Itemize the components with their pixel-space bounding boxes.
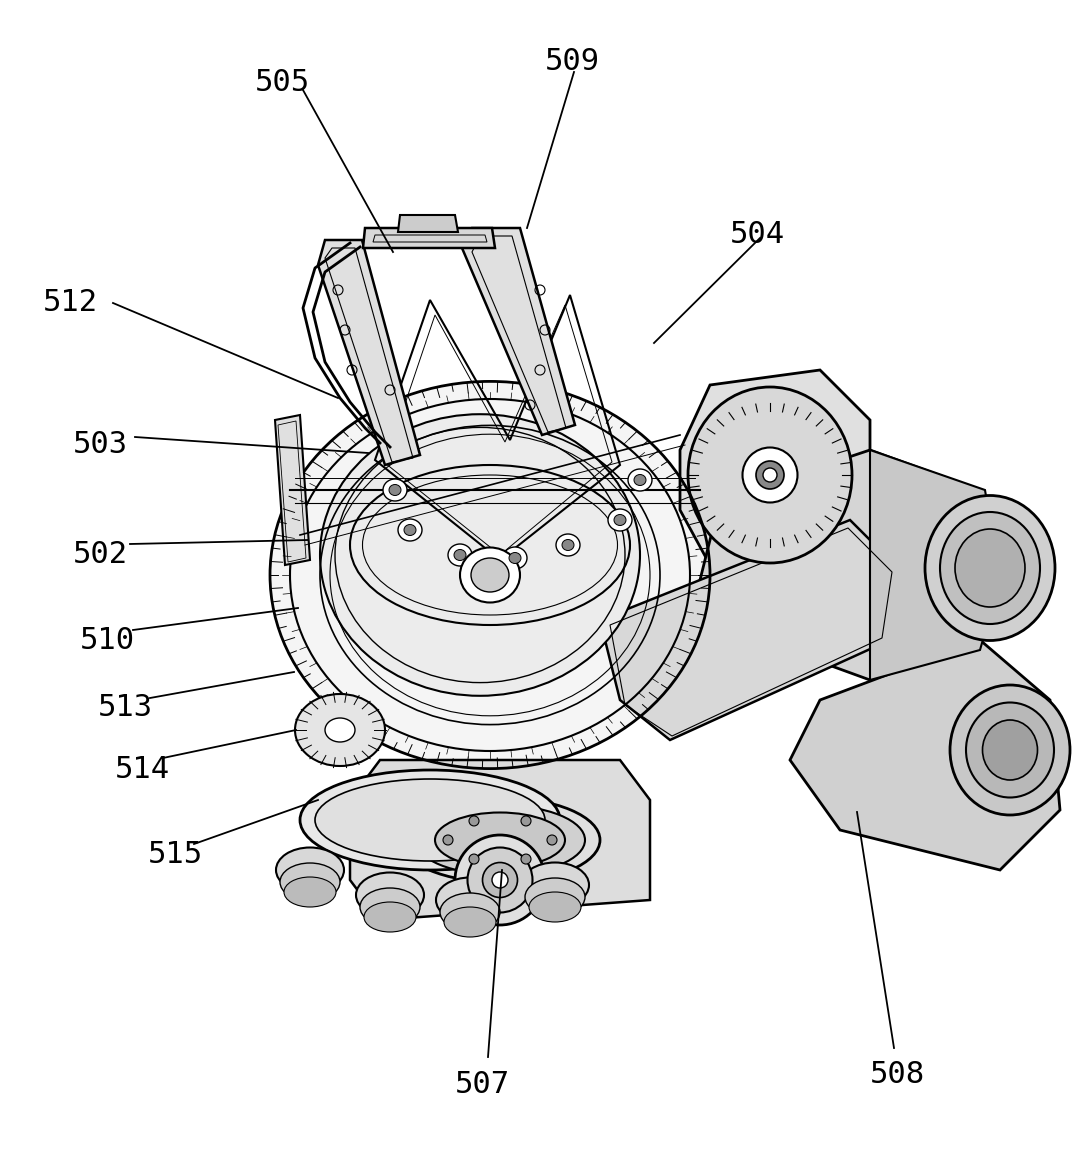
Ellipse shape (556, 535, 580, 556)
Ellipse shape (448, 544, 472, 566)
Ellipse shape (441, 893, 500, 931)
Ellipse shape (525, 878, 585, 916)
Ellipse shape (628, 469, 652, 491)
Ellipse shape (315, 779, 545, 861)
Ellipse shape (492, 872, 508, 888)
Polygon shape (870, 450, 1000, 680)
Ellipse shape (280, 863, 340, 901)
Text: 503: 503 (73, 430, 128, 458)
Polygon shape (790, 641, 1060, 870)
Polygon shape (350, 760, 650, 920)
Ellipse shape (460, 547, 520, 602)
Ellipse shape (398, 520, 422, 541)
Polygon shape (680, 370, 870, 570)
Ellipse shape (688, 387, 852, 563)
Ellipse shape (471, 558, 509, 592)
Ellipse shape (360, 888, 420, 926)
Ellipse shape (562, 539, 574, 551)
Ellipse shape (955, 529, 1025, 607)
Text: 504: 504 (730, 220, 786, 249)
Ellipse shape (468, 848, 533, 912)
Text: 505: 505 (255, 68, 310, 97)
Ellipse shape (435, 812, 565, 867)
Ellipse shape (390, 485, 401, 495)
Ellipse shape (503, 547, 527, 569)
Polygon shape (700, 450, 1000, 680)
Text: 507: 507 (455, 1070, 510, 1099)
Ellipse shape (529, 892, 580, 922)
Ellipse shape (966, 703, 1054, 797)
Polygon shape (318, 240, 420, 465)
Polygon shape (398, 215, 458, 232)
Ellipse shape (414, 805, 585, 876)
Text: 508: 508 (870, 1060, 926, 1089)
Ellipse shape (404, 524, 416, 536)
Ellipse shape (763, 468, 777, 482)
Ellipse shape (926, 495, 1055, 641)
Text: 514: 514 (115, 755, 170, 785)
Ellipse shape (326, 718, 355, 742)
Ellipse shape (443, 835, 454, 846)
Ellipse shape (284, 877, 336, 907)
Ellipse shape (436, 878, 505, 923)
Ellipse shape (454, 550, 465, 561)
Ellipse shape (444, 907, 496, 937)
Ellipse shape (756, 461, 784, 488)
Ellipse shape (608, 509, 631, 531)
Ellipse shape (270, 381, 710, 768)
Ellipse shape (940, 511, 1041, 624)
Ellipse shape (400, 797, 600, 882)
Text: 512: 512 (43, 288, 98, 317)
Ellipse shape (634, 475, 646, 485)
Ellipse shape (320, 415, 640, 696)
Ellipse shape (521, 863, 589, 908)
Ellipse shape (356, 872, 424, 917)
Ellipse shape (469, 816, 478, 826)
Ellipse shape (295, 694, 385, 766)
Ellipse shape (276, 848, 344, 893)
Ellipse shape (521, 816, 531, 826)
Text: 509: 509 (545, 47, 600, 76)
Polygon shape (275, 415, 310, 564)
Ellipse shape (363, 902, 416, 932)
Ellipse shape (469, 854, 478, 864)
Ellipse shape (455, 835, 545, 925)
Ellipse shape (742, 447, 797, 502)
Text: 502: 502 (73, 540, 128, 569)
Polygon shape (363, 228, 495, 248)
Polygon shape (600, 520, 899, 740)
Text: 513: 513 (98, 694, 153, 722)
Ellipse shape (950, 685, 1070, 814)
Polygon shape (462, 228, 575, 435)
Ellipse shape (509, 553, 521, 563)
Text: 515: 515 (148, 840, 203, 869)
Ellipse shape (299, 770, 560, 870)
Ellipse shape (383, 479, 407, 501)
Ellipse shape (547, 835, 557, 846)
Text: 510: 510 (80, 626, 136, 655)
Ellipse shape (614, 515, 626, 525)
Ellipse shape (483, 863, 518, 897)
Ellipse shape (521, 854, 531, 864)
Ellipse shape (983, 720, 1037, 780)
